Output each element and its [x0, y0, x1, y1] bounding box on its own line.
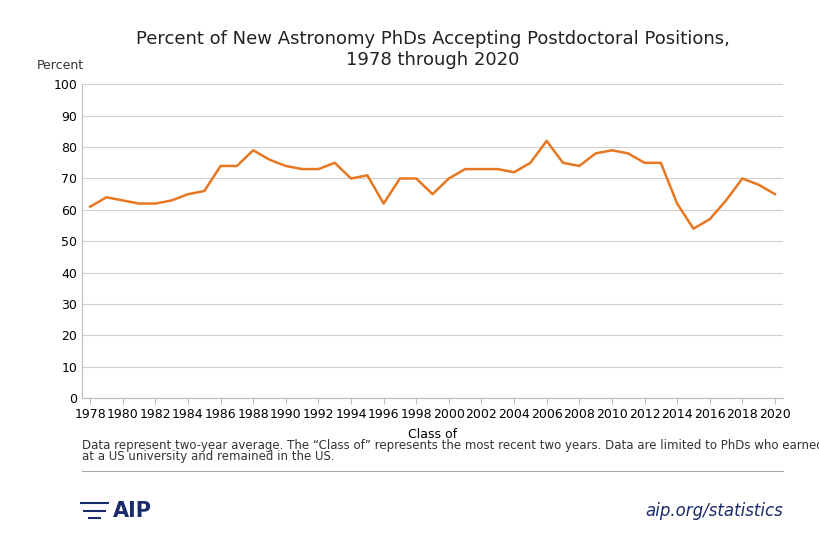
- Text: aip.org/statistics: aip.org/statistics: [645, 502, 782, 520]
- X-axis label: Class of: Class of: [408, 428, 456, 441]
- Text: Data represent two-year average. The “Class of” represents the most recent two y: Data represent two-year average. The “Cl…: [82, 439, 819, 452]
- Text: Percent: Percent: [36, 59, 84, 72]
- Text: at a US university and remained in the US.: at a US university and remained in the U…: [82, 450, 334, 463]
- Title: Percent of New Astronomy PhDs Accepting Postdoctoral Positions,
1978 through 202: Percent of New Astronomy PhDs Accepting …: [135, 30, 729, 69]
- Text: AIP: AIP: [113, 501, 152, 521]
